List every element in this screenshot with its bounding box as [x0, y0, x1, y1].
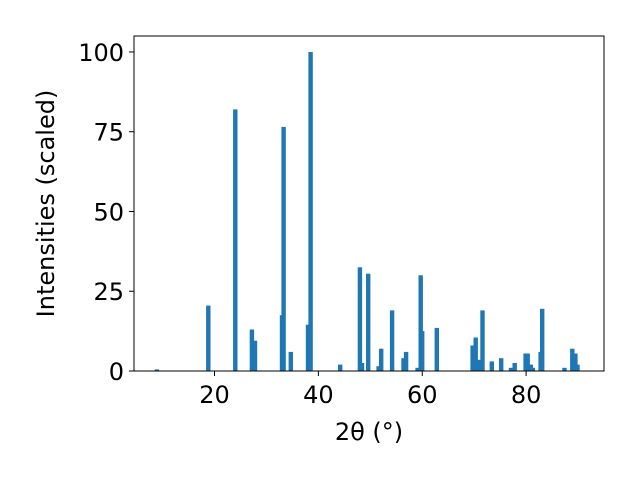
bar: [366, 273, 371, 371]
bar: [305, 324, 311, 371]
bar: [420, 331, 425, 371]
bar: [562, 367, 567, 371]
bar: [308, 52, 313, 371]
bar: [434, 327, 439, 371]
y-axis-title: Intensities (scaled): [32, 90, 60, 318]
bar: [401, 358, 406, 371]
x-axis-title: 2θ (°): [335, 418, 403, 446]
x-tick-label: 20: [199, 381, 230, 409]
bar: [389, 310, 395, 371]
bar: [473, 337, 478, 371]
bar: [525, 353, 530, 371]
bar: [357, 267, 363, 371]
bar: [570, 348, 575, 371]
bar: [489, 361, 494, 371]
plot-frame: [133, 35, 605, 372]
x-tick-label: 40: [303, 381, 334, 409]
bar: [154, 369, 160, 371]
bar: [508, 367, 514, 371]
x-axis: 20 40 60 80: [199, 371, 541, 409]
bar: [470, 345, 475, 371]
bar: [359, 363, 365, 371]
y-tick-label: 50: [93, 198, 124, 226]
bar: [233, 109, 238, 372]
bar: [379, 348, 384, 371]
bar: [573, 353, 578, 371]
y-tick-label: 0: [109, 358, 124, 386]
bar: [540, 308, 545, 371]
bar: [476, 359, 481, 371]
bar: [418, 275, 423, 371]
y-tick-label: 25: [93, 278, 124, 306]
bar: [252, 340, 258, 371]
bar: [499, 358, 504, 371]
y-tick-label: 75: [93, 119, 124, 147]
bars: [154, 52, 580, 372]
x-tick-label: 60: [407, 381, 438, 409]
bar: [376, 366, 381, 371]
bar: [338, 364, 343, 371]
bar: [249, 329, 255, 371]
bar: [530, 367, 536, 371]
bar: [415, 367, 420, 371]
bar: [403, 351, 409, 371]
y-axis: 0 25 50 75 100: [78, 39, 134, 386]
bar: [512, 363, 517, 371]
bar: [480, 310, 485, 371]
bar: [288, 351, 293, 371]
bar: [281, 126, 286, 372]
y-tick-label: 100: [78, 39, 124, 67]
bar: [575, 364, 580, 371]
bar: [206, 305, 211, 371]
x-tick-label: 80: [511, 381, 542, 409]
